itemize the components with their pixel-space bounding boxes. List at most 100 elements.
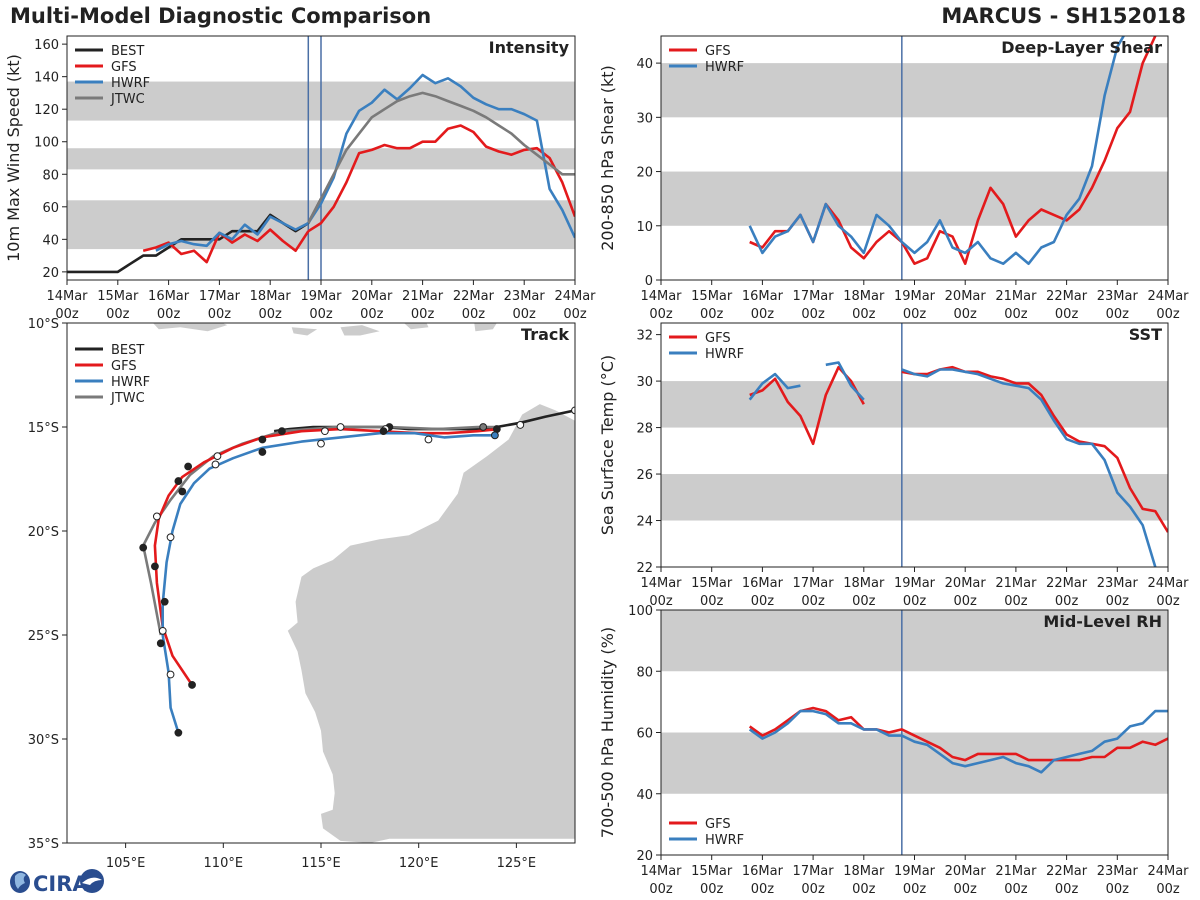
track-ytick-label: 35°S <box>28 837 59 852</box>
rh-xtick-label: 00z <box>801 882 825 897</box>
shear-band <box>661 171 1168 226</box>
rh-xtick-label: 24Mar <box>1147 864 1189 879</box>
rh-ytick-label: 40 <box>636 788 653 803</box>
land-mass <box>340 325 380 336</box>
logo-text: CIRA <box>33 872 89 896</box>
shear-xtick-label: 16Mar <box>742 289 784 304</box>
sst-xtick-label: 18Mar <box>843 576 885 591</box>
intensity-xtick-label: 15Mar <box>97 289 139 304</box>
intensity-series-jtwc <box>307 91 575 224</box>
sst-xtick-label: 00z <box>649 594 673 609</box>
sst-xtick-label: 00z <box>1004 594 1028 609</box>
intensity-ytick-label: 40 <box>42 233 59 248</box>
intensity-xtick-label: 00z <box>309 307 333 322</box>
track-marker-jtwc <box>479 423 488 431</box>
sst-ytick-label: 30 <box>636 375 653 390</box>
intensity-xtick-label: 24Mar <box>554 289 596 304</box>
sst-xtick-label: 17Mar <box>793 576 835 591</box>
intensity-xtick-label: 00z <box>208 307 232 322</box>
shear-xtick-label: 21Mar <box>995 289 1037 304</box>
shear-xtick-label: 00z <box>1156 307 1180 322</box>
shear-ytick-label: 30 <box>636 111 653 126</box>
sst-ytick-label: 24 <box>636 515 653 530</box>
rh-xtick-label: 00z <box>954 882 978 897</box>
rh-series-gfs <box>748 706 1168 762</box>
rh-xtick-label: 00z <box>700 882 724 897</box>
track-marker-gfs <box>151 562 159 571</box>
intensity-title: Intensity <box>489 38 570 57</box>
intensity-ytick-label: 20 <box>42 266 59 281</box>
sst-xtick-label: 00z <box>1055 594 1079 609</box>
rh-title: Mid-Level RH <box>1043 612 1162 631</box>
intensity-ytick-label: 100 <box>34 136 59 151</box>
track-marker-gfs <box>188 681 196 689</box>
sst-legend-label: GFS <box>705 331 731 346</box>
sst-title: SST <box>1129 325 1162 344</box>
track-title: Track <box>521 325 569 344</box>
shear-ytick-label: 20 <box>636 166 653 181</box>
intensity-ytick-label: 140 <box>34 71 59 86</box>
shear-series-hwrf <box>748 36 1126 266</box>
shear-ylabel: 200-850 hPa Shear (kt) <box>598 65 617 251</box>
rh-xtick-label: 17Mar <box>793 864 835 879</box>
rh-xtick-label: 18Mar <box>843 864 885 879</box>
shear-xtick-label: 19Mar <box>894 289 936 304</box>
sst-series-hwrf <box>825 361 865 401</box>
track-marker-hwrf <box>424 435 433 444</box>
rh-xtick-label: 00z <box>903 882 927 897</box>
track-series-hwrf <box>161 431 497 734</box>
intensity-xtick-label: 00z <box>55 307 79 322</box>
land-mass <box>403 323 429 330</box>
shear-xtick-label: 00z <box>954 307 978 322</box>
intensity-xtick-label: 00z <box>513 307 537 322</box>
intensity-xtick-label: 16Mar <box>148 289 190 304</box>
intensity-xtick-label: 18Mar <box>250 289 292 304</box>
sst-xtick-label: 00z <box>852 594 876 609</box>
intensity-xtick-label: 14Mar <box>46 289 88 304</box>
intensity-xtick-label: 20Mar <box>351 289 393 304</box>
sst-xtick-label: 21Mar <box>995 576 1037 591</box>
track-marker-hwrf <box>174 728 183 737</box>
shear-ytick-label: 0 <box>645 274 653 289</box>
sst-ytick-label: 22 <box>636 561 653 576</box>
sst-xtick-label: 00z <box>700 594 724 609</box>
rh-xtick-label: 22Mar <box>1046 864 1088 879</box>
track-marker-jtwc <box>152 512 161 521</box>
track-ytick-label: 10°S <box>28 317 59 332</box>
intensity-legend-label: GFS <box>111 60 137 75</box>
sst-ytick-label: 26 <box>636 468 653 483</box>
sst-xtick-label: 22Mar <box>1046 576 1088 591</box>
intensity-xtick-label: 00z <box>462 307 486 322</box>
intensity-xtick-label: 00z <box>106 307 130 322</box>
rh-ytick-label: 60 <box>636 727 653 742</box>
shear-xtick-label: 00z <box>700 307 724 322</box>
intensity-legend-label: HWRF <box>111 76 150 91</box>
intensity-ytick-label: 120 <box>34 103 59 118</box>
track-marker-hwrf <box>166 670 175 679</box>
track-legend-label: HWRF <box>111 375 150 390</box>
shear-xtick-label: 00z <box>852 307 876 322</box>
shear-title: Deep-Layer Shear <box>1001 38 1162 57</box>
rh-xtick-label: 16Mar <box>742 864 784 879</box>
sst-xtick-label: 00z <box>801 594 825 609</box>
track-ytick-label: 15°S <box>28 421 59 436</box>
track-marker-hwrf <box>490 431 499 440</box>
track-ytick-label: 25°S <box>28 629 59 644</box>
sst-ylabel: Sea Surface Temp (°C) <box>598 355 617 535</box>
track-marker-hwrf <box>174 477 183 485</box>
shear-xtick-label: 00z <box>1055 307 1079 322</box>
track-ytick-label: 20°S <box>28 525 59 540</box>
shear-xtick-label: 14Mar <box>640 289 682 304</box>
sst-xtick-label: 23Mar <box>1097 576 1139 591</box>
shear-xtick-label: 22Mar <box>1046 289 1088 304</box>
intensity-xtick-label: 19Mar <box>300 289 342 304</box>
sst-series-hwrf <box>748 372 801 401</box>
rh-xtick-label: 00z <box>751 882 775 897</box>
track-marker-gfs <box>184 462 193 471</box>
land-mass <box>152 323 228 332</box>
sst-ytick-label: 32 <box>636 329 653 344</box>
track-marker-hwrf <box>258 448 267 456</box>
shear-xtick-label: 00z <box>649 307 673 322</box>
track-xtick-label: 105°E <box>106 856 146 871</box>
